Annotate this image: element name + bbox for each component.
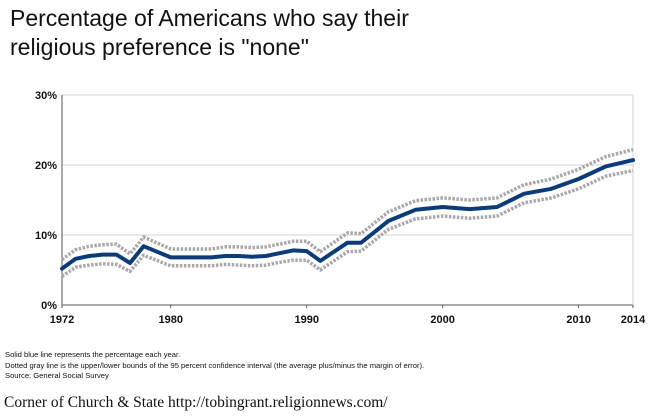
note-solid-line: Solid blue line represents the percentag… bbox=[5, 350, 181, 359]
series-line-lower-bound bbox=[61, 168, 634, 278]
y-tick-label: 20% bbox=[35, 160, 57, 172]
chart-title-line-2: religious preference is "none" bbox=[10, 34, 309, 60]
x-tick-label: 1990 bbox=[294, 314, 318, 326]
x-tick-label: 2014 bbox=[621, 314, 646, 326]
y-tick-label: 10% bbox=[35, 230, 57, 242]
y-tick-labels: 0% 10% 20% 30% bbox=[35, 90, 57, 312]
grid-layer bbox=[61, 94, 634, 308]
note-dotted-line: Dotted gray line is the upper/lower boun… bbox=[5, 360, 425, 370]
x-tick-label: 1972 bbox=[50, 314, 74, 326]
series-layer bbox=[60, 147, 635, 278]
line-chart: 0% 10% 20% 30% 1972 1980 1990 2000 2010 2014 bbox=[35, 90, 646, 326]
y-tick-label: 30% bbox=[35, 90, 57, 102]
note-source: Source: General Social Survey bbox=[5, 371, 109, 381]
x-tick-label: 2010 bbox=[566, 314, 590, 326]
series-line-estimate bbox=[60, 158, 635, 271]
y-tick-label: 0% bbox=[41, 300, 57, 312]
series-line-upper-bound bbox=[60, 147, 634, 261]
x-tick-labels: 1972 1980 1990 2000 2010 2014 bbox=[50, 314, 646, 326]
chart-title-line-1: Percentage of Americans who say their bbox=[10, 5, 409, 31]
x-tick-label: 1980 bbox=[159, 314, 183, 326]
credit-link[interactable]: Corner of Church & State http://tobingra… bbox=[4, 394, 388, 411]
chart-title: Percentage of Americans who say their re… bbox=[10, 4, 409, 62]
chart-notes: Solid blue line represents the percentag… bbox=[5, 350, 424, 382]
x-tick-label: 2000 bbox=[430, 314, 454, 326]
